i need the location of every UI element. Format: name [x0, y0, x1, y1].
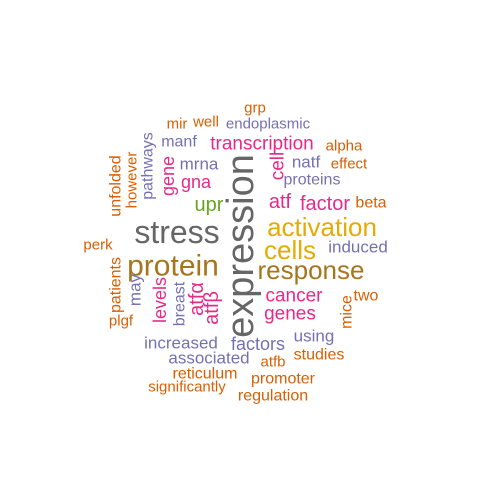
word-regulation: regulation — [238, 388, 308, 405]
word-alpha: alpha — [326, 138, 363, 155]
word-studies: studies — [294, 347, 345, 364]
word-stress: stress — [134, 214, 219, 250]
word-mir: mir — [167, 116, 188, 133]
word-atf: atf — [269, 191, 292, 213]
word-manf: manf — [161, 134, 197, 151]
word-expression: expression — [220, 154, 262, 338]
word-response: response — [258, 255, 365, 285]
word-breast: breast — [172, 281, 189, 326]
word-genes: genes — [264, 304, 316, 325]
word-atfa: atfα — [186, 282, 208, 316]
word-promoter: promoter — [251, 371, 316, 388]
word-pathways: pathways — [140, 132, 157, 200]
word-transcription: transcription — [210, 134, 314, 155]
word-gna: gna — [181, 172, 212, 192]
word-two: two — [354, 288, 379, 305]
word-however: however — [124, 152, 141, 209]
word-mrna: mrna — [180, 155, 219, 174]
word-cancer: cancer — [265, 286, 323, 307]
word-patients: patients — [108, 257, 125, 313]
word-mice: mice — [339, 295, 356, 329]
word-using: using — [294, 327, 335, 346]
word-plgf: plgf — [109, 313, 134, 330]
word-atfb_vert: atfβ — [201, 291, 223, 325]
word-proteins: proteins — [284, 172, 341, 189]
word-endoplasmic: endoplasmic — [226, 116, 311, 133]
word-activation: activation — [267, 212, 377, 242]
word-effect: effect — [331, 156, 368, 173]
word-well: well — [192, 114, 219, 131]
word-perk: perk — [83, 237, 113, 254]
word-factors: factors — [231, 334, 285, 354]
word-cells: cells — [264, 235, 316, 265]
word-associated: associated — [168, 349, 249, 368]
word-factor: factor — [300, 193, 350, 215]
word-levels: levels — [150, 277, 170, 323]
word-grp: grp — [244, 100, 266, 117]
word-beta: beta — [355, 195, 386, 212]
word-atfb: atfb — [260, 354, 285, 371]
word-protein: protein — [127, 250, 219, 283]
word-induced: induced — [328, 238, 388, 257]
word-increased: increased — [144, 334, 218, 353]
word-gene: gene — [158, 156, 178, 196]
word-reticulum: reticulum — [173, 366, 238, 383]
word-significantly: significantly — [148, 379, 226, 396]
word-natf: natf — [292, 153, 321, 172]
word-unfolded: unfolded — [108, 155, 125, 216]
word-upr: upr — [195, 194, 224, 216]
word-may: may — [126, 273, 145, 306]
word-cell: cell — [268, 152, 289, 181]
